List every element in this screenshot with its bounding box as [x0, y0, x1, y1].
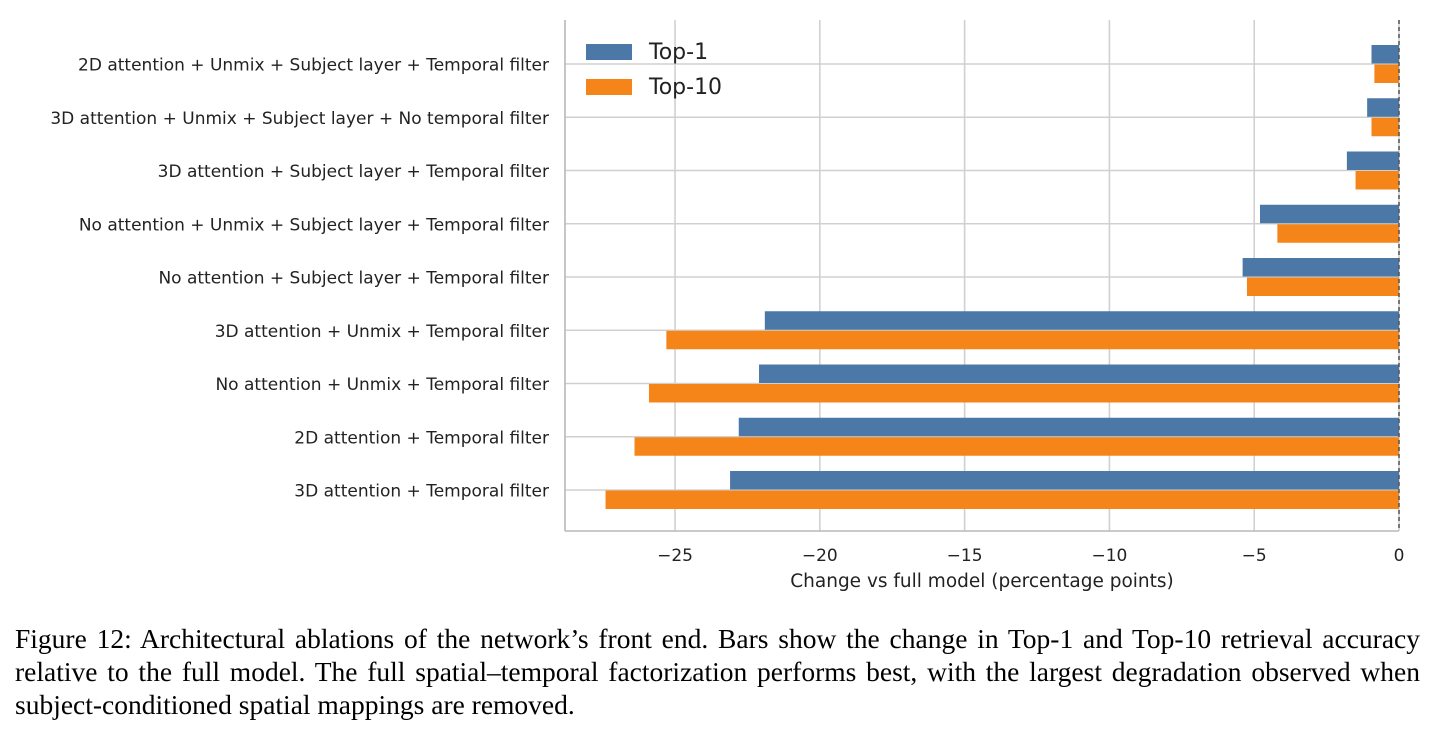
bar-top-1 [1242, 258, 1399, 277]
bar-top-1 [738, 417, 1399, 437]
bar-top-10 [1355, 171, 1399, 190]
bar-chart: 2D attention + Unmix + Subject layer + T… [50, 20, 1405, 592]
bar-top-1 [1260, 204, 1399, 224]
y-tick-label: No attention + Subject layer + Temporal … [158, 269, 549, 289]
figure-caption: Figure 12: Architectural ablations of th… [15, 623, 1420, 720]
y-tick-label: No attention + Unmix + Subject layer + T… [79, 215, 549, 235]
legend-label: Top-10 [648, 75, 722, 100]
x-tick-label: −15 [947, 546, 983, 566]
bar-top-10 [1246, 277, 1399, 296]
x-tick-label: −25 [657, 546, 693, 566]
bar-top-10 [666, 330, 1399, 350]
y-tick-label: 3D attention + Subject layer + Temporal … [158, 162, 549, 182]
bar-top-10 [1277, 224, 1399, 243]
bar-top-10 [648, 384, 1399, 403]
x-tick-label: −20 [802, 546, 838, 566]
x-tick-label: −10 [1091, 546, 1127, 566]
bar-top-1 [1367, 98, 1399, 117]
bar-top-1 [1371, 45, 1399, 64]
y-tick-label: 3D attention + Temporal filter [294, 482, 549, 502]
x-axis-label: Change vs full model (percentage points) [790, 571, 1174, 592]
bar-top-10 [605, 490, 1399, 509]
bar-top-10 [1374, 64, 1399, 83]
bar-top-1 [730, 471, 1399, 490]
y-tick-label: 2D attention + Temporal filter [294, 428, 549, 448]
legend-label: Top-1 [648, 40, 708, 65]
bar-top-1 [764, 311, 1399, 330]
bar-top-1 [1346, 151, 1399, 170]
y-tick-label: 3D attention + Unmix + Temporal filter [215, 322, 549, 342]
bar-top-1 [759, 364, 1399, 383]
bar-top-10 [1371, 117, 1399, 137]
chart-area: 2D attention + Unmix + Subject layer + T… [50, 20, 1405, 592]
x-tick-label: −5 [1242, 546, 1267, 566]
y-tick-label: 2D attention + Unmix + Subject layer + T… [78, 56, 549, 76]
x-tick-label: 0 [1394, 546, 1405, 566]
y-tick-label: 3D attention + Unmix + Subject layer + N… [50, 109, 549, 129]
y-tick-label: No attention + Unmix + Temporal filter [215, 375, 549, 395]
legend-swatch [586, 44, 632, 60]
legend-swatch [586, 79, 632, 95]
bar-top-10 [634, 437, 1399, 456]
